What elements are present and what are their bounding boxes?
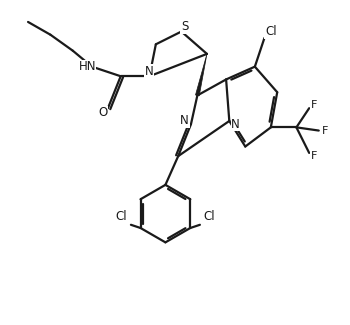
Text: HN: HN [78,60,96,73]
Text: F: F [322,125,328,136]
Text: N: N [145,65,154,78]
Text: Cl: Cl [204,210,215,223]
Text: Cl: Cl [116,210,127,223]
Text: F: F [311,151,317,161]
Text: F: F [311,100,317,110]
Text: N: N [231,118,240,131]
Text: Cl: Cl [265,25,276,38]
Text: O: O [98,107,108,120]
Polygon shape [196,54,207,96]
Text: S: S [181,20,188,33]
Text: N: N [180,114,189,127]
